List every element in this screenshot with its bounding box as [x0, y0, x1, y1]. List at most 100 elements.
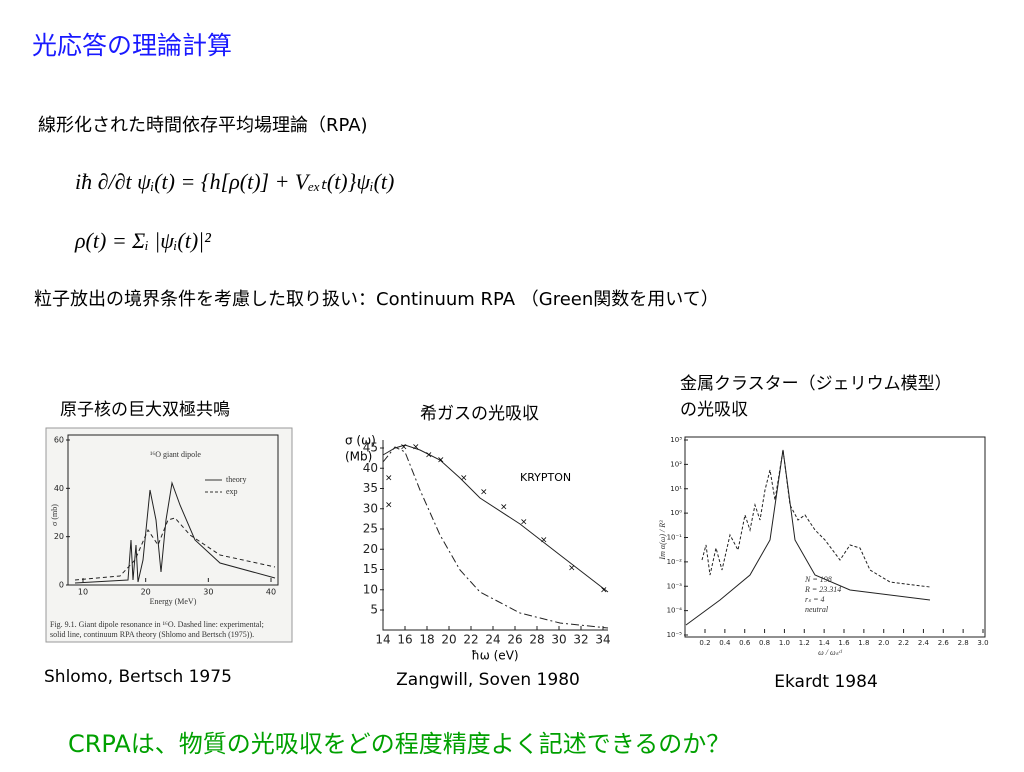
theory-curve-dashed: [382, 446, 609, 629]
cross: ×: [385, 474, 393, 484]
citation: Shlomo, Bertsch 1975: [44, 667, 232, 687]
x-tick-label: 2.6: [938, 639, 950, 647]
plot-title: KRYPTON: [520, 471, 571, 484]
x-tick-label: 1.4: [819, 639, 831, 647]
x-tick-label: 30: [551, 633, 566, 647]
x-tick-label: 20: [141, 588, 151, 597]
conclusion: CRPAは、物質の光吸収をどの程度精度よく記述できるのか？: [68, 730, 730, 758]
equation: iħ ∂/∂t ψᵢ(t) = {h[ρ(t)] + Vₑₓₜ(t)}ψᵢ(t): [75, 169, 394, 194]
dashed-curve: [701, 449, 931, 588]
x-tick-label: 0.2: [699, 639, 710, 647]
subtitle: 線形化された時間依存平均場理論（RPA): [38, 115, 368, 136]
y-tick-label: 10⁻¹: [667, 534, 683, 542]
y-tick-label: 10⁻⁴: [667, 607, 683, 615]
y-axis-label: (Mb): [345, 450, 372, 464]
x-tick-label: 20: [441, 633, 456, 647]
y-tick-label: 10⁻⁵: [667, 631, 683, 639]
y-tick-label: 25: [363, 522, 378, 536]
theory-curve: [685, 449, 931, 626]
y-tick-label: 10⁻²: [667, 558, 683, 566]
y-tick-label: 10³: [670, 436, 682, 444]
x-tick-label: 1.2: [799, 639, 810, 647]
legend-text: N = 198: [804, 575, 832, 584]
y-tick-label: 40: [54, 484, 64, 493]
figure-heading: 金属クラスター（ジェリウム模型）: [680, 374, 952, 394]
y-tick-label: 10¹: [670, 485, 682, 493]
cross: ×: [500, 503, 508, 513]
exp-curve: [74, 517, 276, 581]
citation: Ekardt 1984: [774, 672, 878, 692]
cross: ×: [385, 501, 393, 511]
caption: Fig. 9.1. Giant dipole resonance in ¹⁶O.…: [50, 620, 264, 629]
x-tick-label: 0.4: [719, 639, 731, 647]
theory-curve: [74, 481, 276, 584]
legend-text: neutral: [805, 605, 829, 614]
x-axis-label: Energy (MeV): [150, 597, 197, 606]
x-tick-label: 1.0: [779, 639, 790, 647]
x-tick-label: 10: [78, 588, 88, 597]
x-tick-label: 30: [203, 588, 213, 597]
legend-text: R = 23.314: [804, 585, 841, 594]
x-tick-label: 0.8: [759, 639, 770, 647]
figure-heading: 希ガスの光吸収: [420, 404, 539, 424]
x-tick-label: 14: [375, 633, 390, 647]
cross: ×: [540, 536, 548, 546]
y-tick-label: 15: [363, 562, 378, 576]
plot-frame: [67, 434, 279, 586]
axes: [382, 440, 608, 631]
cross: ×: [520, 518, 528, 528]
x-tick-label: 2.0: [878, 639, 889, 647]
legend-entry: theory: [226, 475, 246, 484]
y-tick-label: 45: [363, 441, 378, 455]
y-tick-label: 20: [363, 542, 378, 556]
y-tick-label: 10⁰: [670, 509, 682, 517]
x-tick-label: 24: [485, 633, 500, 647]
x-tick-label: 16: [397, 633, 412, 647]
cross: ×: [568, 564, 576, 574]
x-tick-label: 26: [507, 633, 522, 647]
cross: ×: [480, 488, 488, 498]
cross: ×: [600, 586, 608, 596]
cross: ×: [460, 474, 468, 484]
title: 光応答の理論計算: [32, 31, 232, 60]
y-tick-label: 60: [54, 436, 64, 445]
figure-heading: 原子核の巨大双極共鳴: [60, 400, 230, 420]
y-tick-label: 0: [59, 581, 64, 590]
y-axis-label: σ (ω): [345, 434, 376, 448]
x-tick-label: 0.6: [739, 639, 751, 647]
cross: ×: [400, 443, 408, 453]
legend-text: rₛ = 4: [805, 595, 825, 604]
y-tick-label: 10²: [670, 460, 682, 468]
y-axis-label: σ (mb): [50, 504, 59, 526]
x-tick-label: 1.6: [838, 639, 850, 647]
y-tick-label: 40: [363, 461, 378, 475]
x-tick-label: 1.8: [858, 639, 869, 647]
x-tick-label: 3.0: [977, 639, 988, 647]
x-tick-label: 2.2: [898, 639, 909, 647]
y-tick-label: 5: [370, 603, 378, 617]
cross: ×: [425, 451, 433, 461]
y-tick-label: 30: [363, 501, 378, 515]
y-tick-label: 35: [363, 481, 378, 495]
x-tick-label: 34: [595, 633, 610, 647]
x-tick-label: 22: [463, 633, 478, 647]
y-axis-label: Im α(ω) / R³: [658, 520, 667, 561]
note: 粒子放出の境界条件を考慮した取り扱い：Continuum RPA （Green関…: [34, 289, 719, 310]
x-axis-label: ω / ωₛᶜˡ: [818, 648, 843, 657]
x-tick-label: 2.4: [918, 639, 930, 647]
x-axis-label: ħω (eV): [471, 649, 518, 663]
y-tick-label: 10⁻³: [667, 582, 683, 590]
figure-frame: [45, 427, 293, 643]
figure-heading: の光吸収: [680, 400, 748, 420]
x-tick-label: 2.8: [958, 639, 969, 647]
citation: Zangwill, Soven 1980: [396, 670, 580, 690]
caption: solid line, continuum RPA theory (Shlomo…: [50, 630, 254, 639]
x-tick-label: 32: [573, 633, 588, 647]
cross: ×: [437, 456, 445, 466]
equation: ρ(t) = Σᵢ |ψᵢ(t)|²: [74, 228, 211, 253]
theory-curve: [382, 444, 609, 593]
x-tick-label: 28: [529, 633, 544, 647]
y-tick-label: 10: [363, 582, 378, 596]
y-tick-label: 20: [54, 532, 64, 541]
